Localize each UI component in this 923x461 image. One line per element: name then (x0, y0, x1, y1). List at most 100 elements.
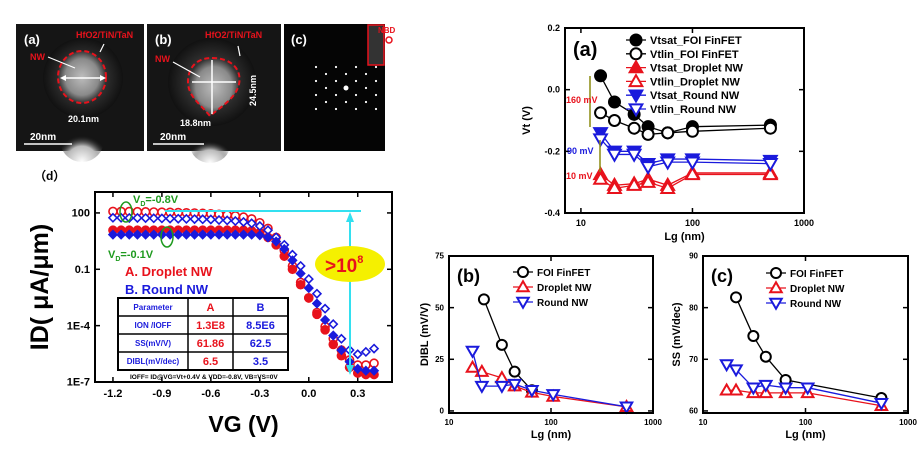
x-tick-label: 100 (685, 218, 700, 228)
tem-b-nw-label: NW (155, 54, 170, 64)
data-point (778, 382, 794, 396)
legend-marker (629, 47, 643, 61)
series-line (483, 299, 533, 391)
data-point (495, 338, 508, 351)
x-axis-label: Lg (nm) (531, 429, 572, 441)
y-tick-label: 70 (689, 355, 698, 364)
data-point (728, 382, 744, 396)
plot-frame (564, 27, 805, 214)
tem-a-dimension: 20.1nm (68, 114, 99, 124)
data-point (619, 401, 634, 415)
data-point (745, 382, 761, 396)
vd-high-marker (119, 201, 133, 223)
diffraction-spot (374, 79, 378, 83)
panel-d-label: （d） (34, 168, 65, 183)
data-point (626, 148, 643, 163)
data-point (524, 385, 540, 399)
data-point (107, 229, 119, 240)
data-point (640, 161, 657, 176)
diffraction-spot (343, 85, 349, 91)
series-line (600, 132, 771, 165)
data-point (246, 218, 257, 229)
data-point (594, 106, 608, 120)
data-point (295, 268, 306, 279)
series-round-nw (719, 359, 889, 411)
y-axis-label: Vt (V) (521, 106, 533, 135)
data-point (873, 397, 889, 411)
nbd-inset (367, 24, 385, 66)
data-point (474, 380, 490, 394)
nbd-label: NBD (378, 26, 396, 35)
data-point (287, 255, 298, 266)
table-cell-a: 1.3E8 (196, 320, 225, 332)
data-point (360, 346, 372, 358)
data-point (336, 344, 347, 356)
tem-a-gate-label: HfO2/TiN/TaN (76, 30, 133, 40)
y-tick-label: 80 (689, 303, 698, 312)
x-tick-label: -0.3 (250, 388, 269, 400)
data-point (352, 363, 363, 375)
tem-a-nw-label: NW (30, 52, 45, 62)
diffraction-spot (364, 100, 368, 104)
data-point (494, 380, 510, 394)
plot-frame (448, 255, 654, 414)
data-point (132, 229, 143, 240)
tem-b-gate-label: HfO2/TiN/TaN (205, 30, 262, 40)
legend-marker (517, 266, 529, 278)
data-point (659, 156, 676, 171)
chart-b: 10 100 1000 0 25 50 75 FOI FinFET Droplet NW Roun… (419, 252, 662, 441)
panel-label: (b) (457, 266, 480, 286)
data-point (684, 156, 701, 171)
y-tick-label: 100 (72, 208, 90, 220)
table-cell-b: 3.5 (253, 356, 268, 368)
diffraction-spot (314, 93, 318, 97)
panel-label: (c) (711, 266, 733, 286)
legend-label: Vtsat_FOI FinFET (650, 35, 742, 47)
y-tick-label: 90 (689, 252, 698, 261)
data-point (747, 330, 760, 343)
legend-marker (515, 279, 531, 293)
data-point (763, 121, 777, 135)
diffraction-spot (354, 93, 358, 97)
data-point (762, 166, 779, 181)
data-point (368, 343, 380, 354)
data-point (607, 114, 621, 127)
delta-160: 160 mV (566, 95, 598, 105)
legend-round: B. Round NW (125, 282, 209, 297)
x-tick-label: -0.6 (201, 388, 220, 400)
data-point (254, 230, 265, 241)
y-tick-label: 0.1 (75, 264, 90, 276)
table-cell-param: SS(mV/V) (135, 339, 171, 348)
data-point (246, 229, 257, 240)
tem-image-b: (b) HfO2/TiN/TaN NW 18.8nm 24.5nm 20nm (147, 24, 281, 163)
data-point (360, 365, 372, 376)
data-point (303, 273, 314, 285)
tem-b-dim-v: 24.5nm (248, 75, 258, 106)
data-point (230, 215, 241, 227)
diffraction-spot (374, 65, 378, 69)
diffraction-spot (314, 107, 318, 111)
data-point (181, 213, 192, 225)
legend-label: Round NW (790, 299, 842, 310)
y-tick-label: 75 (435, 252, 444, 261)
legend-marker (768, 297, 784, 311)
diffraction-spot (374, 93, 378, 97)
y-tick-label: 0.2 (547, 23, 560, 33)
data-point (311, 288, 323, 299)
panel-d-annotations: （d） >108 VD=-0.8V VD=-0.1V A. Droplet NW… (34, 168, 385, 381)
legend-marker (770, 267, 782, 279)
series-line (600, 112, 771, 136)
x-tick-label: -1.2 (103, 388, 122, 400)
data-point (762, 157, 779, 172)
legend-marker (627, 73, 645, 88)
y-tick-label: 1E-7 (67, 377, 90, 389)
data-point (295, 279, 306, 290)
x-tick-label: 100 (799, 418, 813, 427)
x-tick-label: 10 (576, 218, 586, 228)
diffraction-spot (354, 79, 358, 83)
chart-c: 10 100 1000 60 70 80 90 FOI FinFET Droplet NW Rou… (671, 252, 917, 441)
data-point (213, 214, 225, 226)
data-point (279, 243, 290, 255)
data-point (545, 389, 561, 403)
